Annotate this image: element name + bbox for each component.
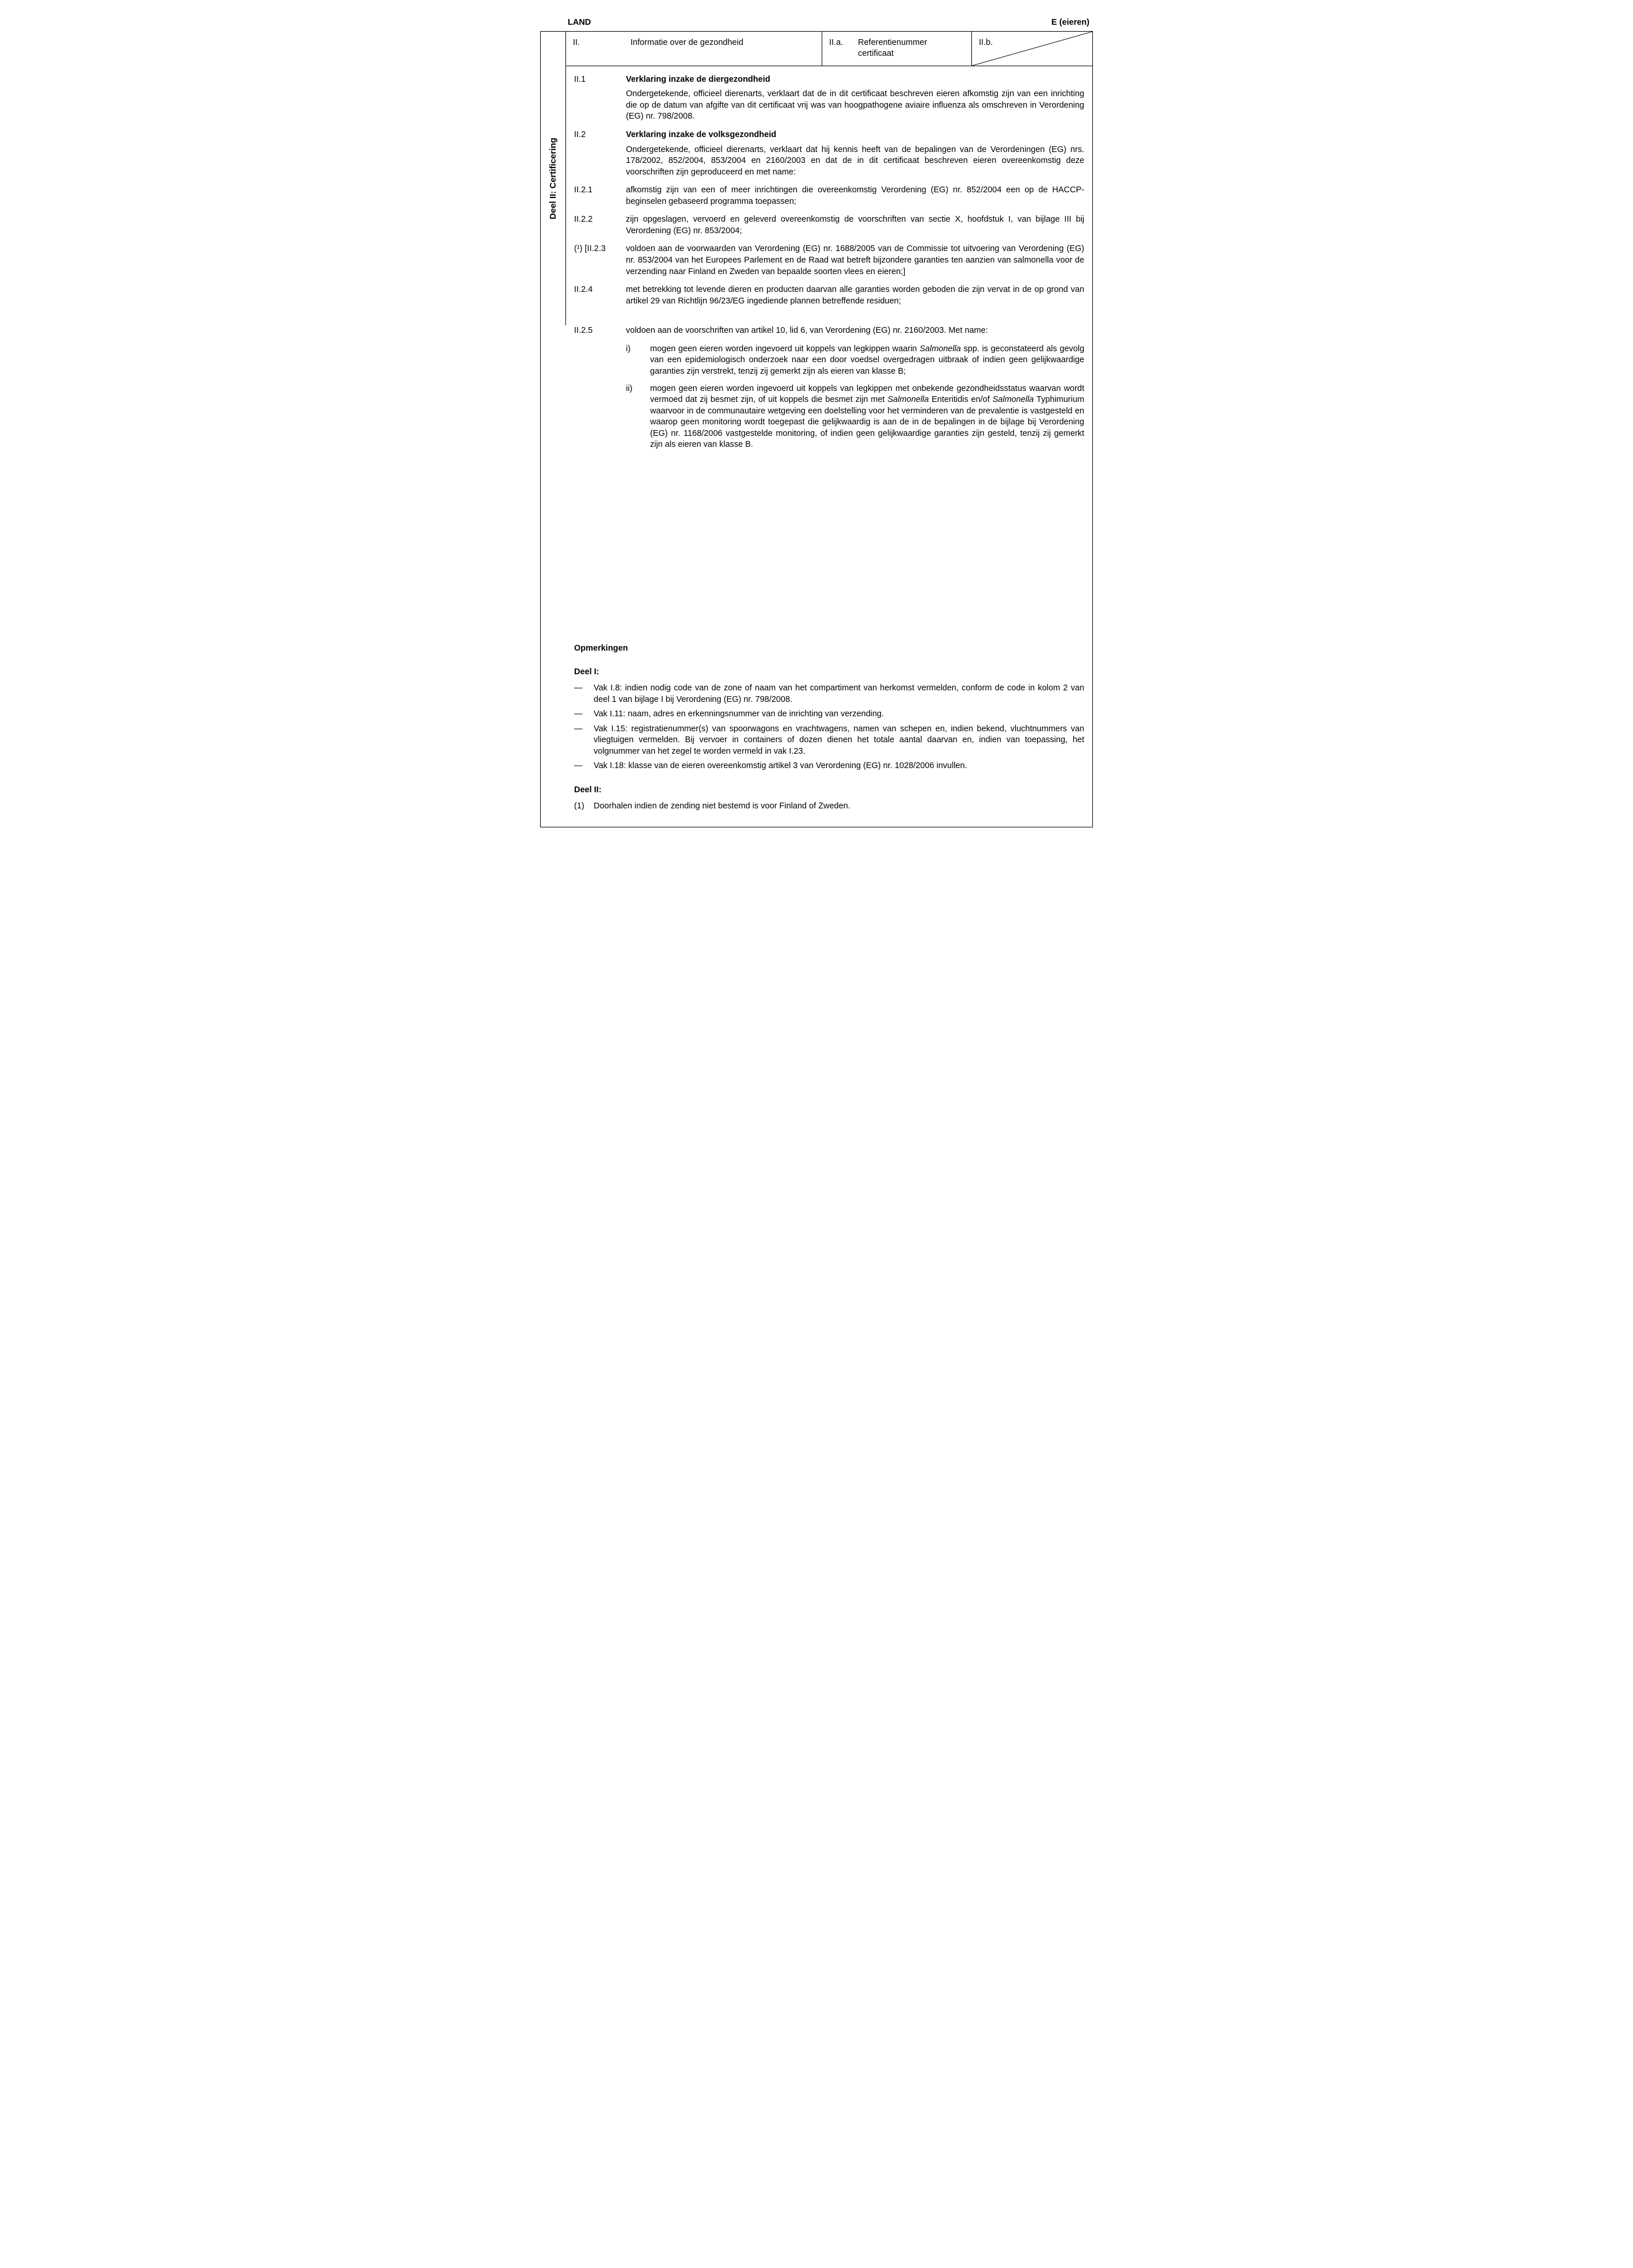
hdr-col2-text: Referentienummer certificaat (858, 37, 964, 60)
sidebar: Deel II: Certificering (541, 32, 566, 326)
section-num: II.2.5 (574, 325, 626, 337)
hdr-col1-text: Informatie over de gezondheid (631, 37, 743, 49)
remarks-dash: — (574, 724, 594, 758)
sublist-marker: i) (626, 344, 650, 378)
header-row: II. Informatie over de gezondheid II.a. … (566, 32, 1092, 66)
section-num: II.2.4 (574, 284, 626, 307)
section-body: zijn opgeslagen, vervoerd en geleverd ov… (626, 214, 1084, 237)
section-body: met betrekking tot levende dieren en pro… (626, 284, 1084, 307)
remarks-part2-num: (1) (574, 801, 594, 812)
sublist-marker: ii) (626, 383, 650, 451)
hdr-col1-num: II. (573, 37, 625, 49)
section-body: voldoen aan de voorwaarden van Verordeni… (626, 244, 1084, 278)
section-num: II.2.1 (574, 185, 626, 207)
section-body: voldoen aan de voorschriften van artikel… (626, 325, 1084, 337)
sublist-text: mogen geen eieren worden ingevoerd uit k… (650, 344, 1084, 378)
section-body: Verklaring inzake de diergezondheidOnder… (626, 74, 1084, 123)
remarks-part2-text: Doorhalen indien de zending niet bestemd… (594, 801, 1084, 812)
remarks-item: Vak I.18: klasse van de eieren overeenko… (594, 761, 1084, 772)
remarks-dash: — (574, 683, 594, 705)
header-left: LAND (568, 17, 591, 29)
remarks-dash: — (574, 761, 594, 772)
remarks-item: Vak I.8: indien nodig code van de zone o… (594, 683, 1084, 705)
diagonal-line-icon (972, 32, 1092, 66)
remarks-part1-title: Deel I: (574, 667, 1084, 678)
hdr-col2-num: II.a. (829, 37, 852, 60)
section-num: II.2.2 (574, 214, 626, 237)
section-num: II.1 (574, 74, 626, 123)
remarks-dash: — (574, 709, 594, 720)
section-body: afkomstig zijn van een of meer inrichtin… (626, 185, 1084, 207)
header-right: E (eieren) (1051, 17, 1089, 29)
section-title: Verklaring inzake de volksgezondheid (626, 130, 1084, 141)
sublist-text: mogen geen eieren worden ingevoerd uit k… (650, 383, 1084, 451)
section-num: II.2 (574, 130, 626, 178)
section-title: Verklaring inzake de diergezondheid (626, 74, 1084, 86)
section-body: Verklaring inzake de volksgezondheidOnde… (626, 130, 1084, 178)
sidebar-label: Deel II: Certificering (547, 138, 559, 219)
remarks-item: Vak I.15: registratienummer(s) van spoor… (594, 724, 1084, 758)
remarks-item: Vak I.11: naam, adres en erkenningsnumme… (594, 709, 1084, 720)
section-num: (¹) [II.2.3 (574, 244, 626, 278)
remarks-part2-title: Deel II: (574, 785, 1084, 796)
remarks-title: Opmerkingen (574, 643, 1084, 655)
